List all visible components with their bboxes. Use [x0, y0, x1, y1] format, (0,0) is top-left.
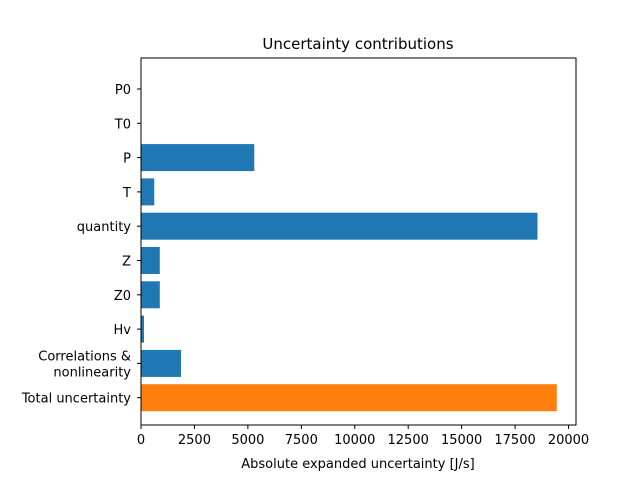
x-tick-label: 2500	[178, 433, 211, 448]
y-tick-label: T0	[114, 117, 131, 132]
x-tick-label: 15000	[441, 433, 482, 448]
y-tick-label: Correlations & nonlinearity	[38, 349, 131, 380]
y-tick-label: P	[123, 152, 131, 167]
bars-group	[141, 144, 557, 412]
y-tick-label: quantity	[77, 220, 132, 235]
y-tick-label: Z0	[114, 289, 131, 304]
bar-z0	[141, 281, 160, 309]
bar-total-uncertainty	[141, 384, 557, 412]
bar-correlations-nonlinearity	[141, 349, 181, 377]
x-axis-ticks: 0 2500 5000 7500 10000 12500 15000 17500 20000	[137, 425, 589, 448]
y-tick-label: T	[122, 186, 131, 201]
x-tick-label: 0	[137, 433, 145, 448]
x-tick-label: 17500	[494, 433, 535, 448]
x-axis-label: Absolute expanded uncertainty [J/s]	[241, 457, 474, 472]
chart-title: Uncertainty contributions	[262, 35, 453, 53]
bar-t	[141, 178, 155, 206]
y-tick-label: Total uncertainty	[21, 392, 131, 407]
y-tick-label: Hv	[114, 323, 132, 338]
y-tick-label: P0	[115, 83, 131, 98]
x-tick-label: 20000	[548, 433, 589, 448]
plot-frame	[140, 57, 577, 426]
y-tick-label: Z	[122, 255, 131, 270]
bar-p	[141, 144, 255, 172]
bar-z	[141, 247, 160, 274]
x-tick-label: 12500	[388, 433, 429, 448]
x-tick-label: 7500	[285, 433, 318, 448]
x-tick-label: 5000	[231, 433, 264, 448]
x-tick-label: 10000	[334, 433, 375, 448]
bar-quantity	[141, 212, 538, 240]
bar-hv	[141, 315, 144, 343]
